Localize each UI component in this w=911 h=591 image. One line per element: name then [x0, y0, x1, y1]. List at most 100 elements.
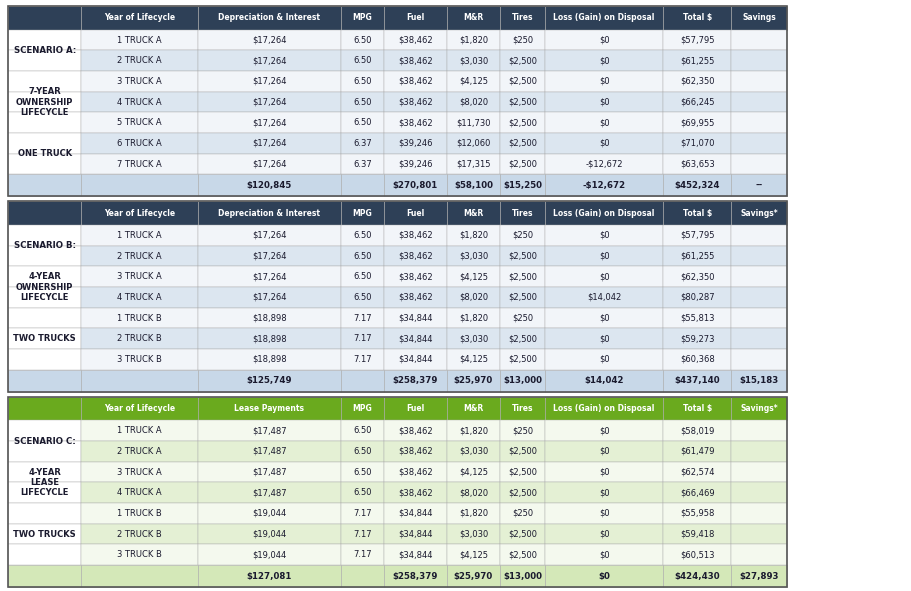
Bar: [198, 482, 341, 503]
Bar: [446, 503, 500, 524]
Bar: [384, 308, 446, 329]
Bar: [8, 524, 81, 544]
Text: Total $: Total $: [682, 14, 711, 22]
Bar: [446, 30, 500, 50]
Text: 6.50: 6.50: [353, 272, 372, 281]
Text: $8,020: $8,020: [459, 98, 488, 106]
Bar: [384, 112, 446, 133]
Text: $25,970: $25,970: [454, 376, 493, 385]
Text: 7.17: 7.17: [353, 509, 372, 518]
Bar: [81, 246, 198, 267]
Text: $80,287: $80,287: [680, 293, 714, 302]
Bar: [732, 112, 787, 133]
Text: 7.17: 7.17: [353, 530, 372, 538]
Bar: [663, 503, 732, 524]
Text: 6.50: 6.50: [353, 35, 372, 45]
Text: Tires: Tires: [512, 209, 533, 217]
Text: $2,500: $2,500: [508, 488, 537, 497]
Text: SCENARIO A:: SCENARIO A:: [14, 46, 76, 55]
Text: $250: $250: [512, 509, 533, 518]
Text: 4-YEAR
OWNERSHIP
LIFECYCLE: 4-YEAR OWNERSHIP LIFECYCLE: [16, 272, 74, 302]
Text: $11,730: $11,730: [456, 118, 491, 127]
Text: Lease Payments: Lease Payments: [234, 404, 304, 413]
Text: $258,379: $258,379: [393, 571, 438, 580]
Bar: [545, 482, 663, 503]
Bar: [545, 225, 663, 246]
Bar: [341, 441, 384, 462]
Bar: [341, 308, 384, 329]
Text: $17,315: $17,315: [456, 160, 491, 168]
Text: $0: $0: [599, 509, 609, 518]
Text: $34,844: $34,844: [398, 509, 433, 518]
Bar: [198, 30, 341, 50]
Bar: [341, 133, 384, 154]
Bar: [341, 565, 384, 587]
Bar: [341, 246, 384, 267]
Bar: [663, 71, 732, 92]
Text: $60,368: $60,368: [680, 355, 714, 364]
Text: $18,898: $18,898: [252, 314, 287, 323]
Text: $8,020: $8,020: [459, 293, 488, 302]
Text: $62,350: $62,350: [680, 77, 714, 86]
Text: $2,500: $2,500: [508, 56, 537, 65]
Text: $38,462: $38,462: [398, 98, 433, 106]
Text: $258,379: $258,379: [393, 376, 438, 385]
Text: $3,030: $3,030: [459, 252, 488, 261]
Text: Depreciation & Interest: Depreciation & Interest: [219, 14, 321, 22]
Text: $0: $0: [599, 98, 609, 106]
Text: Total $: Total $: [682, 404, 711, 413]
Bar: [545, 462, 663, 482]
Bar: [8, 174, 81, 196]
Text: $38,462: $38,462: [398, 426, 433, 436]
Text: $66,245: $66,245: [680, 98, 714, 106]
Text: Year of Lifecycle: Year of Lifecycle: [104, 209, 175, 217]
Bar: [446, 287, 500, 308]
Bar: [81, 287, 198, 308]
Text: 3 TRUCK A: 3 TRUCK A: [118, 467, 162, 476]
Text: 6.50: 6.50: [353, 426, 372, 436]
Bar: [500, 174, 545, 196]
Bar: [663, 524, 732, 544]
Bar: [8, 349, 81, 370]
Text: $2,500: $2,500: [508, 335, 537, 343]
Bar: [81, 329, 198, 349]
Text: 1 TRUCK B: 1 TRUCK B: [118, 509, 162, 518]
Text: $3,030: $3,030: [459, 447, 488, 456]
Bar: [732, 225, 787, 246]
Text: $2,500: $2,500: [508, 252, 537, 261]
Bar: [8, 462, 81, 482]
Text: $66,469: $66,469: [680, 488, 714, 497]
Text: 7.17: 7.17: [353, 335, 372, 343]
Bar: [500, 267, 545, 287]
Text: 4 TRUCK A: 4 TRUCK A: [118, 293, 162, 302]
Bar: [732, 287, 787, 308]
Text: $34,844: $34,844: [398, 314, 433, 323]
Text: $38,462: $38,462: [398, 467, 433, 476]
Bar: [663, 154, 732, 174]
Bar: [545, 50, 663, 71]
Text: SCENARIO C:: SCENARIO C:: [14, 437, 76, 446]
Text: $15,250: $15,250: [503, 181, 542, 190]
Bar: [500, 397, 545, 420]
Bar: [500, 524, 545, 544]
Bar: [500, 246, 545, 267]
Text: $250: $250: [512, 314, 533, 323]
Bar: [446, 267, 500, 287]
Bar: [81, 462, 198, 482]
Bar: [446, 544, 500, 565]
Bar: [732, 267, 787, 287]
Bar: [500, 441, 545, 462]
Text: $0: $0: [599, 252, 609, 261]
Bar: [341, 174, 384, 196]
Text: $38,462: $38,462: [398, 77, 433, 86]
Text: $2,500: $2,500: [508, 550, 537, 559]
Bar: [545, 133, 663, 154]
Text: $2,500: $2,500: [508, 160, 537, 168]
Bar: [8, 329, 81, 349]
Bar: [81, 202, 198, 225]
Text: $0: $0: [599, 447, 609, 456]
Bar: [198, 267, 341, 287]
Text: $17,264: $17,264: [252, 160, 287, 168]
Text: $55,958: $55,958: [680, 509, 714, 518]
Bar: [384, 30, 446, 50]
